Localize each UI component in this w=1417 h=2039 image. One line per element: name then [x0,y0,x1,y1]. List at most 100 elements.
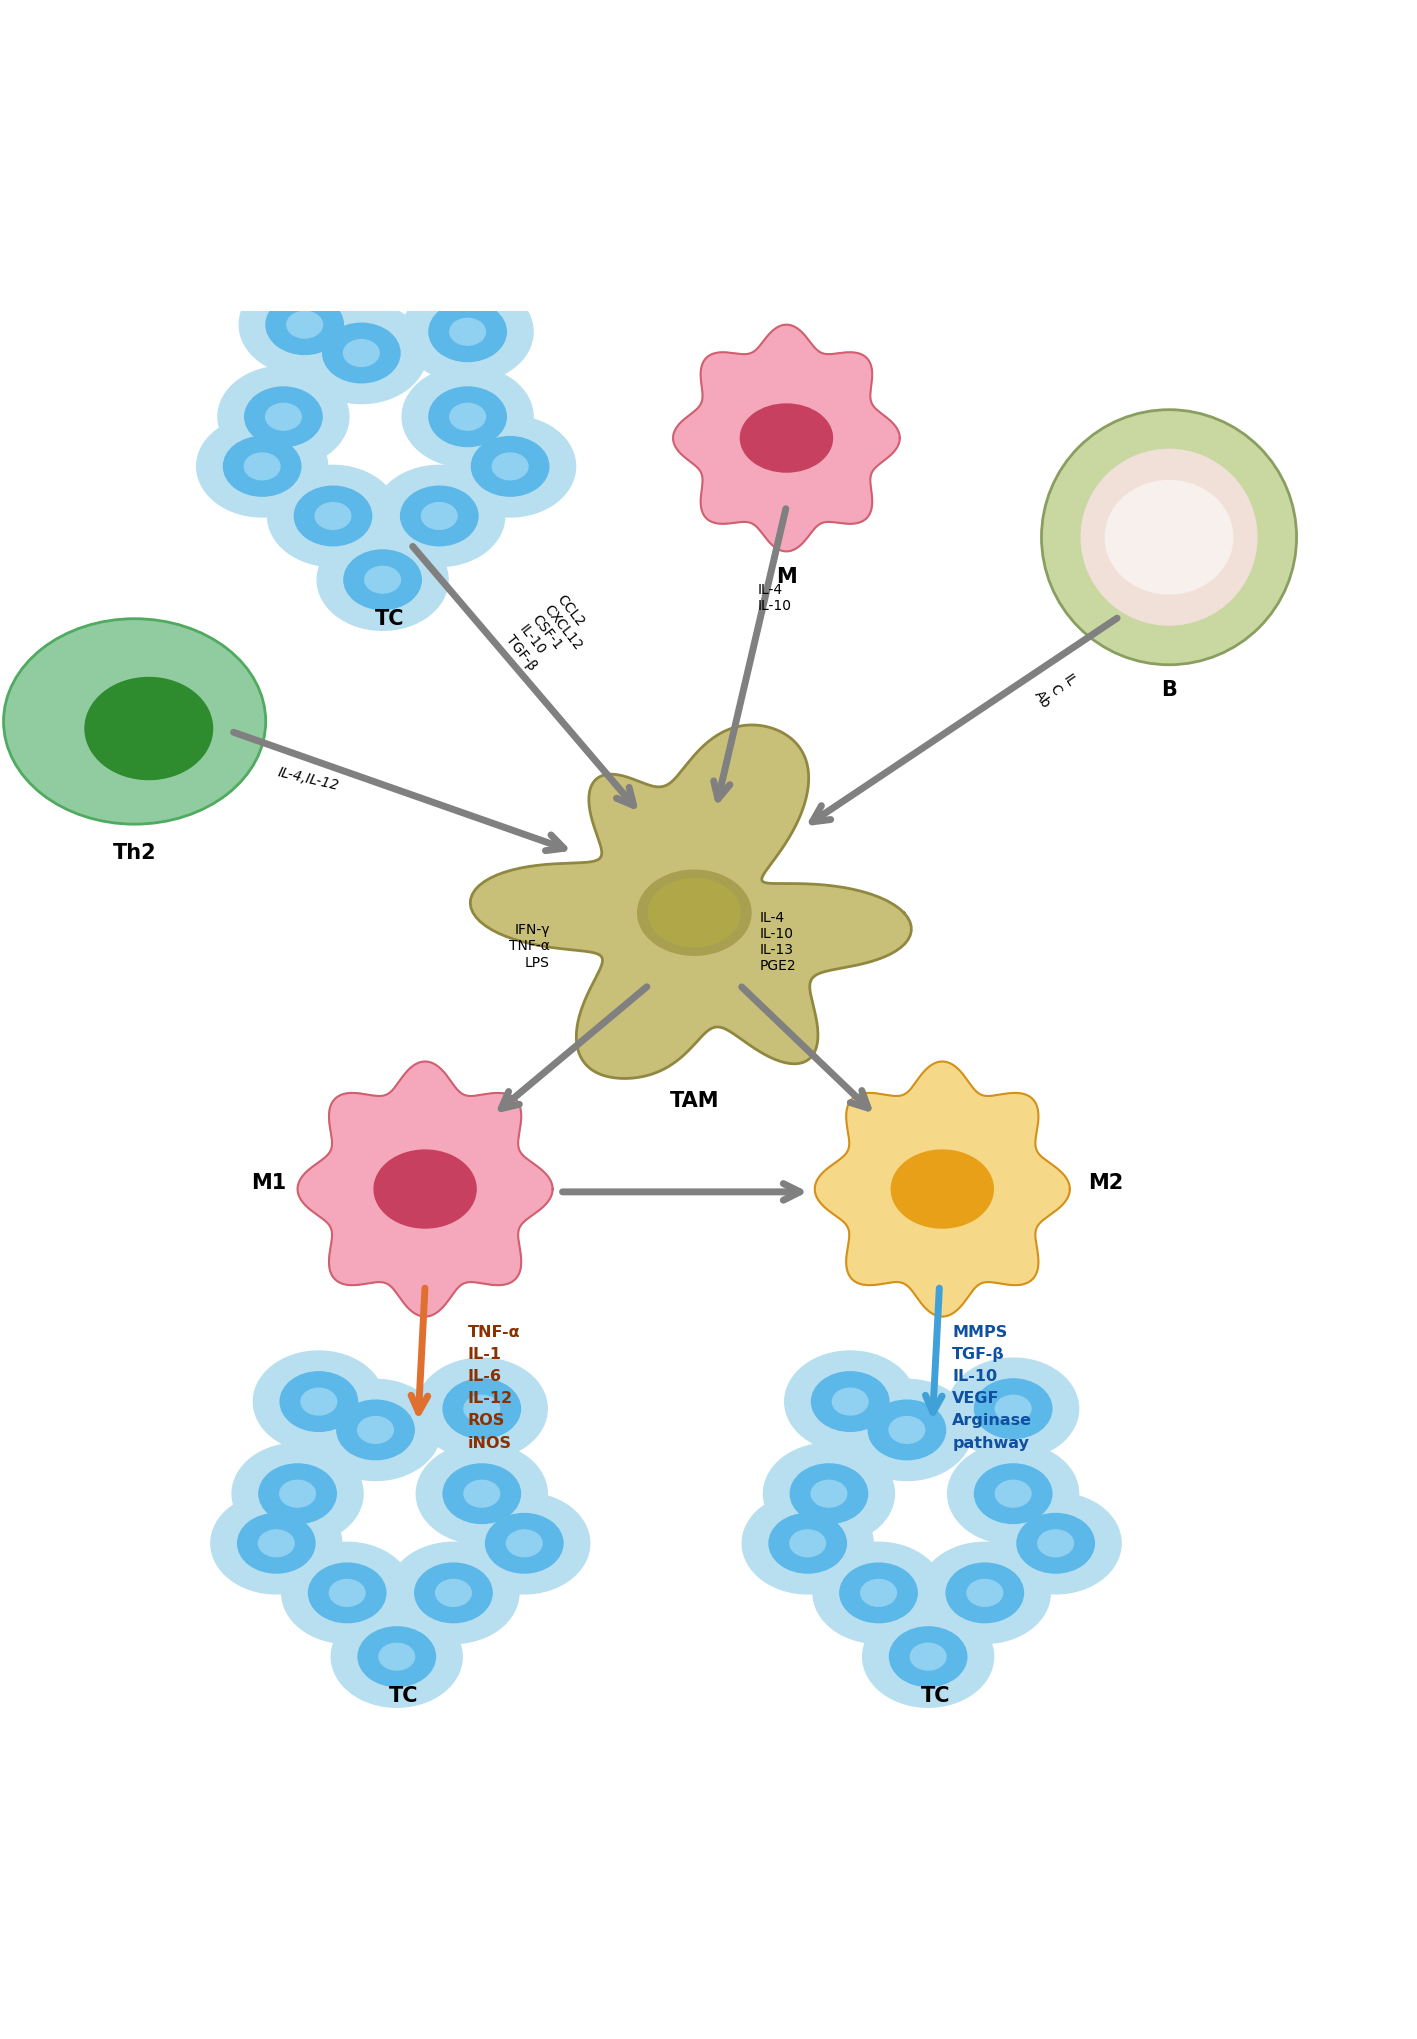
Ellipse shape [842,1380,972,1480]
Ellipse shape [357,1417,394,1444]
Ellipse shape [995,1395,1032,1423]
Ellipse shape [232,1444,363,1544]
Ellipse shape [769,1513,846,1574]
Ellipse shape [840,1564,917,1623]
Ellipse shape [401,487,478,546]
Ellipse shape [947,1564,1023,1623]
Ellipse shape [279,1480,316,1507]
Ellipse shape [218,367,349,469]
Text: IL-4
IL-10
IL-13
PGE2: IL-4 IL-10 IL-13 PGE2 [760,909,796,973]
Ellipse shape [975,1378,1051,1440]
Ellipse shape [743,1493,873,1594]
Ellipse shape [359,1627,435,1686]
Ellipse shape [281,1372,357,1431]
Ellipse shape [309,1564,385,1623]
Text: IL-4
IL-10: IL-4 IL-10 [758,583,792,612]
Ellipse shape [429,387,506,447]
Text: M2: M2 [1088,1172,1122,1193]
Ellipse shape [813,1544,944,1643]
Ellipse shape [332,1607,462,1707]
Ellipse shape [948,1358,1078,1460]
Circle shape [1041,410,1297,665]
Ellipse shape [863,1607,993,1707]
Ellipse shape [286,312,323,338]
Ellipse shape [785,1352,915,1452]
Ellipse shape [948,1444,1078,1544]
Ellipse shape [402,281,533,383]
Ellipse shape [811,1480,847,1507]
Text: MMPS
TGF-β
IL-10
VEGF
Arginase
pathway: MMPS TGF-β IL-10 VEGF Arginase pathway [952,1323,1032,1450]
Ellipse shape [890,1627,966,1686]
Text: M1: M1 [252,1172,286,1193]
Ellipse shape [265,404,302,430]
Ellipse shape [966,1580,1003,1607]
Ellipse shape [224,438,300,498]
Polygon shape [815,1062,1070,1317]
Ellipse shape [1037,1529,1074,1558]
Circle shape [1081,451,1257,626]
Ellipse shape [764,1444,894,1544]
Text: IFN-γ
TNF-α
LPS: IFN-γ TNF-α LPS [509,924,550,969]
Ellipse shape [832,1389,869,1415]
Ellipse shape [920,1544,1050,1643]
Text: IL-4,IL-12: IL-4,IL-12 [276,765,341,793]
Ellipse shape [812,1372,888,1431]
Ellipse shape [315,504,351,530]
Ellipse shape [860,1580,897,1607]
Ellipse shape [344,551,421,610]
Ellipse shape [197,416,327,518]
Ellipse shape [374,467,504,567]
Ellipse shape [869,1401,945,1460]
Ellipse shape [421,504,458,530]
Ellipse shape [990,1493,1121,1594]
Ellipse shape [435,1580,472,1607]
Ellipse shape [463,1395,500,1423]
Ellipse shape [282,1544,412,1643]
Text: IL
C
Ab: IL C Ab [1032,669,1080,710]
Ellipse shape [649,879,741,948]
Ellipse shape [1105,481,1233,595]
Ellipse shape [417,1358,547,1460]
Ellipse shape [449,320,486,347]
Polygon shape [673,326,900,553]
Ellipse shape [444,1464,520,1523]
Ellipse shape [789,1529,826,1558]
Ellipse shape [449,404,486,430]
Ellipse shape [211,1493,341,1594]
Ellipse shape [374,1150,476,1227]
Ellipse shape [323,324,400,383]
Polygon shape [298,1062,553,1317]
Ellipse shape [506,1529,543,1558]
Ellipse shape [463,1480,500,1507]
Polygon shape [470,726,911,1079]
Ellipse shape [995,1480,1032,1507]
Text: B: B [1161,679,1178,699]
Text: TNF-α
IL-1
IL-6
IL-12
ROS
iNOS: TNF-α IL-1 IL-6 IL-12 ROS iNOS [468,1323,520,1450]
Ellipse shape [85,679,213,781]
Ellipse shape [486,1513,563,1574]
Ellipse shape [459,1493,589,1594]
Ellipse shape [445,416,575,518]
Ellipse shape [343,341,380,367]
Ellipse shape [429,304,506,363]
Ellipse shape [4,620,266,824]
Ellipse shape [295,487,371,546]
Ellipse shape [259,1464,336,1523]
Ellipse shape [364,567,401,593]
Ellipse shape [638,871,751,956]
Ellipse shape [266,296,343,355]
Text: TC: TC [390,1684,418,1705]
Text: TC: TC [376,610,404,628]
Ellipse shape [472,438,548,498]
Ellipse shape [244,455,281,481]
Ellipse shape [444,1378,520,1440]
Ellipse shape [329,1580,366,1607]
Ellipse shape [791,1464,867,1523]
Ellipse shape [238,1513,315,1574]
Ellipse shape [254,1352,384,1452]
Text: CCL2
CXCL12
CSF-1
IL-10
TGF-β: CCL2 CXCL12 CSF-1 IL-10 TGF-β [503,591,598,683]
Ellipse shape [317,530,448,630]
Ellipse shape [239,275,370,375]
Ellipse shape [337,1401,414,1460]
Ellipse shape [378,1643,415,1670]
